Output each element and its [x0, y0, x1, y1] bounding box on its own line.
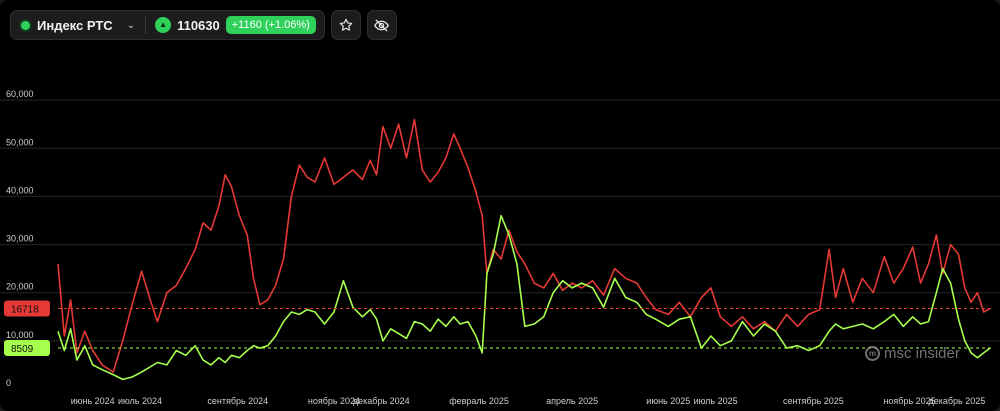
toolbar: Индекс РТС ⌄ ▲ 110630 +1160 (+1.06%): [10, 9, 397, 41]
hide-button[interactable]: [366, 10, 397, 40]
watermark: m msc insider: [865, 345, 960, 362]
favorite-button[interactable]: [330, 10, 361, 40]
watermark-text: msc insider: [884, 345, 960, 362]
x-tick-label: февраль 2025: [449, 396, 509, 406]
change-badge: +1160 (+1.06%): [225, 16, 316, 34]
series-lines: [57, 118, 991, 381]
x-tick-label: июль 2024: [118, 396, 162, 406]
symbol-selector[interactable]: Индекс РТС ⌄ ▲ 110630 +1160 (+1.06%): [10, 10, 325, 40]
x-tick-label: июль 2025: [694, 396, 738, 406]
x-tick-label: июнь 2024: [71, 396, 115, 406]
series-line-red: [57, 118, 991, 373]
y-tick-label: 0: [6, 378, 11, 388]
current-value-label: 8509: [11, 344, 34, 355]
y-tick-label: 10,000: [6, 330, 34, 340]
price-value: 110630: [177, 17, 220, 33]
x-tick-label: июнь 2025: [646, 396, 690, 406]
x-tick-label: декабрь 2025: [928, 396, 985, 406]
y-tick-label: 30,000: [6, 234, 34, 244]
symbol-name: Индекс РТС: [37, 17, 113, 33]
star-icon: [339, 18, 353, 31]
current-value-markers: 16718 8509: [4, 300, 992, 357]
chevron-down-icon[interactable]: ⌄: [126, 19, 136, 31]
y-axis: 0 10,000 20,000 30,000 40,000 50,000 60,000: [6, 89, 34, 388]
x-axis: июнь 2024 июль 2024 сентябрь 2024 ноябрь 20…: [71, 396, 986, 406]
status-dot-icon: [21, 20, 30, 30]
x-tick-label: ноябрь 2024: [308, 396, 360, 406]
triangle-up-icon: ▲: [155, 17, 172, 33]
x-tick-label: ноябрь 2025: [883, 396, 935, 406]
current-value-tag: [4, 340, 50, 357]
x-tick-label: апрель 2025: [546, 396, 598, 406]
y-tick-label: 60,000: [6, 89, 34, 99]
series-line-green: [57, 214, 991, 381]
current-value-label: 16718: [11, 305, 39, 316]
x-tick-label: сентябрь 2025: [783, 396, 844, 406]
eye-off-icon: [374, 18, 390, 32]
brand-logo-icon: m: [865, 346, 880, 361]
x-tick-label: декабрь 2024: [353, 396, 410, 406]
current-value-tag: [4, 300, 50, 317]
y-tick-label: 50,000: [6, 137, 34, 147]
divider: [145, 16, 147, 34]
y-tick-label: 20,000: [6, 282, 34, 292]
y-tick-label: 40,000: [6, 185, 34, 195]
x-tick-label: сентябрь 2024: [207, 396, 268, 406]
